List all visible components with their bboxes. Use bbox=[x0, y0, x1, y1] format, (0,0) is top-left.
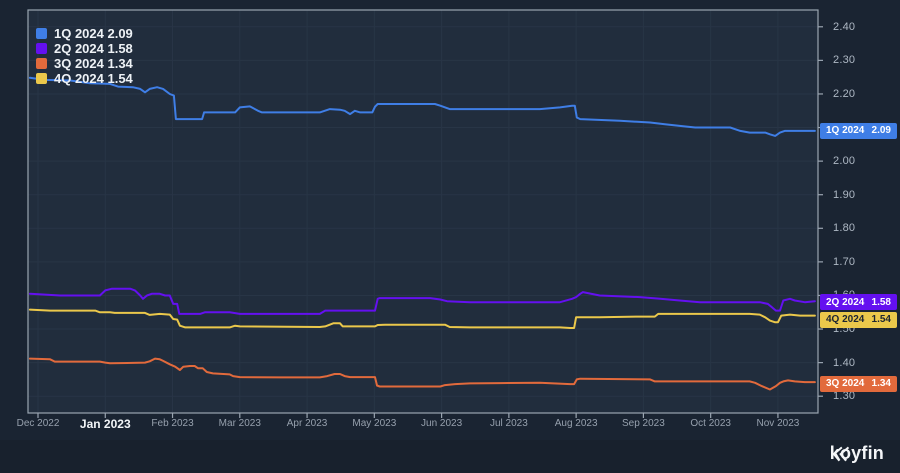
y-axis-label-1.30: 1.30 bbox=[833, 390, 856, 403]
y-axis-label-1.80: 1.80 bbox=[833, 222, 856, 235]
series-line-2q-2024[interactable] bbox=[28, 287, 816, 315]
y-axis-label-1.70: 1.70 bbox=[833, 255, 856, 268]
koyfin-chevrons-icon bbox=[832, 446, 849, 462]
x-axis-label-jun-2023: Jun 2023 bbox=[421, 418, 463, 429]
y-axis-label-1.90: 1.90 bbox=[833, 188, 856, 201]
legend-item-2q-2024[interactable]: 2Q 2024 1.58 bbox=[36, 41, 133, 56]
legend-label-4q-2024: 4Q 2024 1.54 bbox=[54, 71, 133, 86]
legend-swatch-3q-2024 bbox=[36, 58, 47, 69]
y-axis-label-2.30: 2.30 bbox=[833, 54, 856, 67]
series-badge-3q-2024: 3Q 2024 1.34 bbox=[820, 375, 897, 392]
series-line-1q-2024[interactable] bbox=[28, 76, 816, 137]
x-axis-label-aug-2023: Aug 2023 bbox=[554, 418, 598, 429]
badge-series-value: 2.09 bbox=[871, 125, 891, 137]
series-badge-1q-2024: 1Q 2024 2.09 bbox=[820, 122, 897, 139]
x-axis-label-jan-2023: Jan 2023 bbox=[79, 417, 131, 431]
badge-series-name: 3Q 2024 bbox=[826, 378, 865, 390]
badge-series-name: 1Q 2024 bbox=[826, 125, 865, 137]
legend: 1Q 2024 2.09 2Q 2024 1.58 3Q 2024 1.34 4Q 2… bbox=[36, 26, 133, 86]
plot-border bbox=[27, 9, 819, 414]
legend-swatch-4q-2024 bbox=[36, 73, 47, 84]
series-badge-2q-2024: 2Q 2024 1.58 bbox=[820, 294, 897, 311]
legend-item-4q-2024[interactable]: 4Q 2024 1.54 bbox=[36, 71, 133, 86]
legend-swatch-2q-2024 bbox=[36, 43, 47, 54]
legend-item-1q-2024[interactable]: 1Q 2024 2.09 bbox=[36, 26, 133, 41]
footer: koyfin bbox=[0, 440, 900, 473]
legend-label-2q-2024: 2Q 2024 1.58 bbox=[54, 41, 133, 56]
badge-series-name: 4Q 2024 bbox=[826, 314, 865, 326]
y-axis-label-2.20: 2.20 bbox=[833, 87, 856, 100]
x-axis-label-may-2023: May 2023 bbox=[352, 418, 397, 429]
series-line-3q-2024[interactable] bbox=[28, 357, 816, 391]
x-axis-label-sep-2023: Sep 2023 bbox=[621, 418, 665, 429]
legend-label-1q-2024: 1Q 2024 2.09 bbox=[54, 26, 133, 41]
x-axis-label-nov-2023: Nov 2023 bbox=[756, 418, 800, 429]
x-axis-label-apr-2023: Apr 2023 bbox=[286, 418, 328, 429]
legend-swatch-1q-2024 bbox=[36, 28, 47, 39]
y-axis-label-2.40: 2.40 bbox=[833, 20, 856, 33]
badge-series-value: 1.34 bbox=[871, 378, 891, 390]
y-axis-label-2.00: 2.00 bbox=[833, 155, 856, 168]
series-badge-4q-2024: 4Q 2024 1.54 bbox=[820, 311, 897, 328]
legend-label-3q-2024: 3Q 2024 1.34 bbox=[54, 56, 133, 71]
x-axis-label-oct-2023: Oct 2023 bbox=[690, 418, 731, 429]
plot-background bbox=[28, 10, 818, 413]
y-axis-label-1.40: 1.40 bbox=[833, 356, 856, 369]
x-axis-label-jul-2023: Jul 2023 bbox=[489, 418, 528, 429]
badge-series-name: 2Q 2024 bbox=[826, 296, 865, 308]
x-axis-label-feb-2023: Feb 2023 bbox=[151, 418, 194, 429]
badge-series-value: 1.58 bbox=[871, 296, 891, 308]
koyfin-logo: koyfin bbox=[830, 443, 884, 464]
x-axis-label-dec-2022: Dec 2022 bbox=[16, 418, 60, 429]
series-line-4q-2024[interactable] bbox=[28, 308, 816, 329]
x-axis-label-mar-2023: Mar 2023 bbox=[218, 418, 261, 429]
badge-series-value: 1.54 bbox=[871, 314, 891, 326]
legend-item-3q-2024[interactable]: 3Q 2024 1.34 bbox=[36, 56, 133, 71]
